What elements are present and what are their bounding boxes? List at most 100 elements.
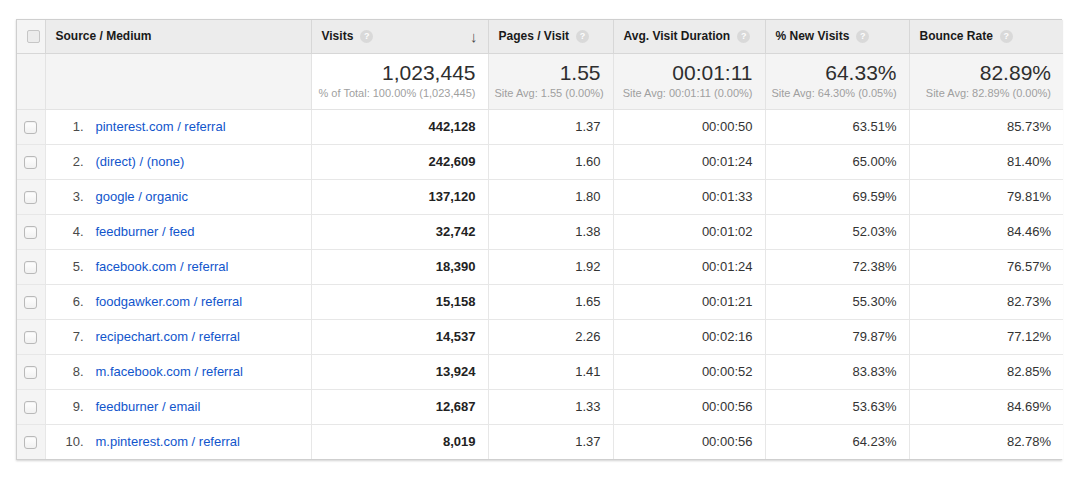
pages-per-visit-value: 1.37 xyxy=(488,424,613,459)
visits-value: 15,158 xyxy=(311,284,488,319)
source-medium-link[interactable]: recipechart.com / referral xyxy=(96,329,241,344)
bounce-rate-value: 79.81% xyxy=(909,179,1063,214)
avg-visit-duration-value: 00:00:56 xyxy=(613,389,765,424)
column-header-avg-visit-duration[interactable]: Avg. Visit Duration ? xyxy=(613,20,765,53)
table-row: 5.facebook.com / referral18,3901.9200:01… xyxy=(17,249,1063,284)
pages-per-visit-value: 1.41 xyxy=(488,354,613,389)
source-medium-link[interactable]: m.facebook.com / referral xyxy=(96,364,243,379)
table-row: 1.pinterest.com / referral442,1281.3700:… xyxy=(17,109,1063,144)
source-medium-link[interactable]: feedburner / email xyxy=(96,399,201,414)
data-table: Source / Medium Visits ? ↓ Pages / Visit… xyxy=(17,20,1063,459)
pct-new-visits-value: 72.38% xyxy=(765,249,909,284)
pages-per-visit-value: 1.92 xyxy=(488,249,613,284)
column-header-pct-new-visits[interactable]: % New Visits ? xyxy=(765,20,909,53)
row-rank: 6. xyxy=(58,294,84,309)
row-checkbox[interactable] xyxy=(24,366,37,379)
summary-visits: 1,023,445 % of Total: 100.00% (1,023,445… xyxy=(311,53,488,109)
analytics-sources-table: Source / Medium Visits ? ↓ Pages / Visit… xyxy=(16,19,1062,460)
visits-value: 442,128 xyxy=(311,109,488,144)
summary-value: 64.33% xyxy=(772,60,897,86)
help-icon[interactable]: ? xyxy=(856,30,869,43)
summary-check-cell xyxy=(17,53,45,109)
pages-per-visit-value: 1.65 xyxy=(488,284,613,319)
source-medium-link[interactable]: google / organic xyxy=(96,189,189,204)
row-checkbox[interactable] xyxy=(24,156,37,169)
select-all-cell xyxy=(17,20,45,53)
column-label: % New Visits xyxy=(776,29,850,43)
select-all-checkbox[interactable] xyxy=(27,30,40,43)
source-medium-link[interactable]: foodgawker.com / referral xyxy=(96,294,243,309)
summary-source-cell xyxy=(45,53,311,109)
visits-value: 137,120 xyxy=(311,179,488,214)
pct-new-visits-value: 52.03% xyxy=(765,214,909,249)
pages-per-visit-value: 1.33 xyxy=(488,389,613,424)
avg-visit-duration-value: 00:00:56 xyxy=(613,424,765,459)
source-medium-link[interactable]: facebook.com / referral xyxy=(96,259,229,274)
row-checkbox[interactable] xyxy=(24,261,37,274)
table-row: 8.m.facebook.com / referral13,9241.4100:… xyxy=(17,354,1063,389)
row-checkbox[interactable] xyxy=(24,121,37,134)
visits-value: 242,609 xyxy=(311,144,488,179)
column-header-bounce-rate[interactable]: Bounce Rate ? xyxy=(909,20,1063,53)
row-check-cell xyxy=(17,354,45,389)
row-rank: 8. xyxy=(58,364,84,379)
row-checkbox[interactable] xyxy=(24,296,37,309)
table-row: 10. m.pinterest.com / referral 8,0191.3700… xyxy=(17,424,1063,459)
row-checkbox[interactable] xyxy=(24,226,37,239)
visits-value: 8,019 xyxy=(311,424,488,459)
column-label: Visits xyxy=(322,29,354,43)
pages-per-visit-value: 1.60 xyxy=(488,144,613,179)
help-icon[interactable]: ? xyxy=(1000,30,1013,43)
pages-per-visit-value: 2.26 xyxy=(488,319,613,354)
help-icon[interactable]: ? xyxy=(360,30,373,43)
page: Source / Medium Visits ? ↓ Pages / Visit… xyxy=(0,0,1075,499)
avg-visit-duration-value: 00:01:21 xyxy=(613,284,765,319)
row-rank: 1. xyxy=(58,119,84,134)
table-body: 1.pinterest.com / referral442,1281.3700:… xyxy=(17,109,1063,459)
source-medium-link[interactable]: m.pinterest.com / referral xyxy=(96,434,241,449)
column-header-pages-per-visit[interactable]: Pages / Visit ? xyxy=(488,20,613,53)
summary-bounce-rate: 82.89% Site Avg: 82.89% (0.00%) xyxy=(909,53,1063,109)
summary-value: 1,023,445 xyxy=(318,60,476,86)
row-rank: 3. xyxy=(58,189,84,204)
source-medium-cell: 3. google / organic xyxy=(45,179,311,214)
column-label: Avg. Visit Duration xyxy=(624,29,731,43)
row-rank: 10. xyxy=(58,434,84,449)
row-checkbox[interactable] xyxy=(24,401,37,414)
source-medium-cell: 7.recipechart.com / referral xyxy=(45,319,311,354)
avg-visit-duration-value: 00:01:24 xyxy=(613,144,765,179)
avg-visit-duration-value: 00:01:02 xyxy=(613,214,765,249)
pages-per-visit-value: 1.38 xyxy=(488,214,613,249)
column-header-visits[interactable]: Visits ? ↓ xyxy=(311,20,488,53)
row-check-cell xyxy=(17,319,45,354)
column-header-source-medium[interactable]: Source / Medium xyxy=(45,20,311,53)
visits-value: 12,687 xyxy=(311,389,488,424)
source-medium-link[interactable]: pinterest.com / referral xyxy=(96,119,226,134)
row-checkbox[interactable] xyxy=(24,436,37,449)
summary-value: 82.89% xyxy=(916,60,1052,86)
summary-subtext: Site Avg: 64.30% (0.05%) xyxy=(772,86,897,100)
row-check-cell xyxy=(17,284,45,319)
pct-new-visits-value: 79.87% xyxy=(765,319,909,354)
row-checkbox[interactable] xyxy=(24,331,37,344)
avg-visit-duration-value: 00:00:50 xyxy=(613,109,765,144)
source-medium-cell: 4.feedburner / feed xyxy=(45,214,311,249)
summary-subtext: Site Avg: 1.55 (0.00%) xyxy=(495,86,601,100)
pct-new-visits-value: 53.63% xyxy=(765,389,909,424)
table-row: 2.(direct) / (none)242,6091.6000:01:2465… xyxy=(17,144,1063,179)
source-medium-cell: 6. foodgawker.com / referral xyxy=(45,284,311,319)
pct-new-visits-value: 69.59% xyxy=(765,179,909,214)
bounce-rate-value: 76.57% xyxy=(909,249,1063,284)
source-medium-cell: 10. m.pinterest.com / referral xyxy=(45,424,311,459)
bounce-rate-value: 85.73% xyxy=(909,109,1063,144)
visits-value: 14,537 xyxy=(311,319,488,354)
row-rank: 5. xyxy=(58,259,84,274)
sort-desc-icon[interactable]: ↓ xyxy=(470,28,478,45)
help-icon[interactable]: ? xyxy=(737,30,750,43)
help-icon[interactable]: ? xyxy=(576,30,589,43)
row-checkbox[interactable] xyxy=(24,191,37,204)
row-check-cell xyxy=(17,179,45,214)
source-medium-link[interactable]: feedburner / feed xyxy=(96,224,195,239)
source-medium-link[interactable]: (direct) / (none) xyxy=(96,154,185,169)
row-check-cell xyxy=(17,424,45,459)
